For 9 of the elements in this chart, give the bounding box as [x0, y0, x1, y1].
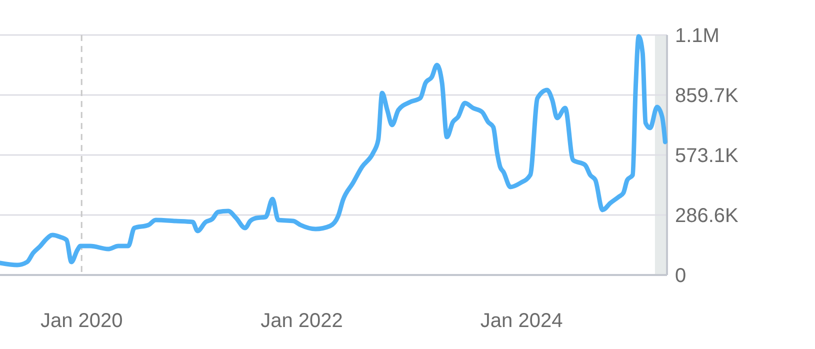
y-tick-label: 1.1M [675, 25, 720, 47]
y-tick-label: 859.7K [675, 85, 740, 108]
x-tick-label: Jan 2024 [480, 310, 563, 332]
line-series [0, 34, 668, 268]
x-tick-label: Jan 2022 [260, 310, 343, 332]
y-tick-label: 286.6K [675, 205, 740, 227]
y-tick-label: 573.1K [675, 145, 740, 168]
y-tick-label: 0 [675, 265, 686, 287]
x-tick-label: Jan 2020 [40, 310, 123, 332]
